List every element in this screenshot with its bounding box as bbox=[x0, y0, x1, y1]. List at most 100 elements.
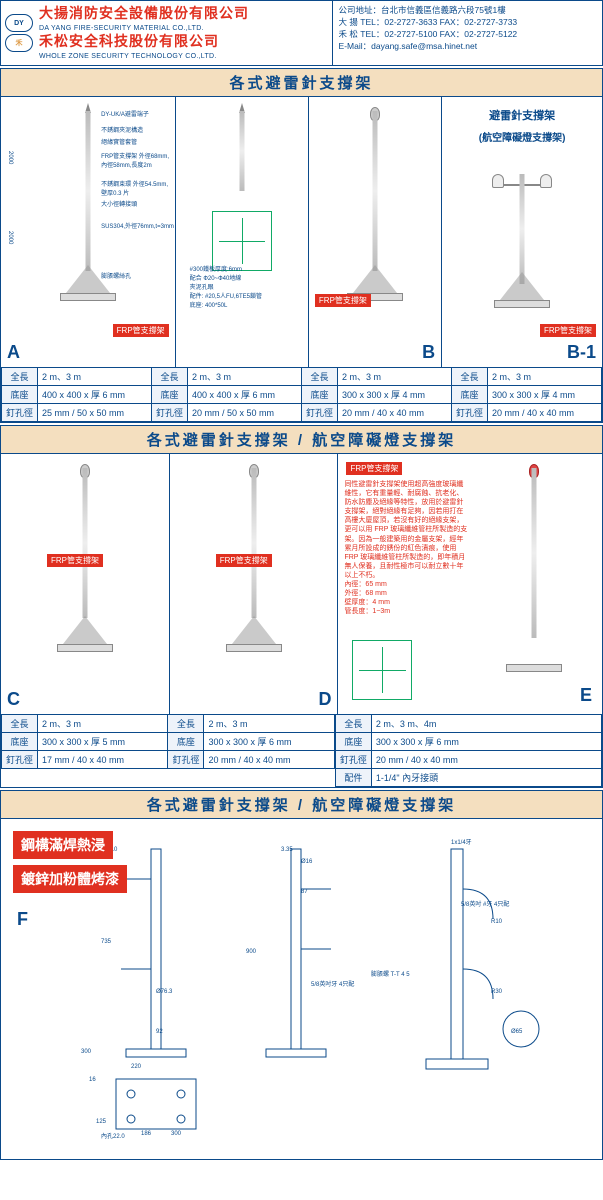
t1-r1-d: 300 x 300 x 厚 4 mm bbox=[488, 386, 602, 404]
tel2: 禾 松 TEL：02-2727-5100 FAX：02-2727-5122 bbox=[339, 29, 596, 41]
badge-e: FRP管支撐架 bbox=[346, 462, 402, 475]
badge-c: FRP管支撐架 bbox=[47, 554, 103, 567]
model-b-label: B bbox=[422, 342, 435, 363]
t1-r1-b: 400 x 400 x 厚 6 mm bbox=[188, 386, 302, 404]
t1-r2-h2: 釘孔徑 bbox=[152, 404, 188, 422]
anno-a5: 不銹鋼束環 外徑54.5mm, 壁厚0.3 片 bbox=[101, 179, 171, 197]
t1-r2-h3: 釘孔徑 bbox=[302, 404, 338, 422]
tcd-r1-h: 底座 bbox=[2, 733, 38, 751]
b1-sub2: (航空障礙燈支撐架) bbox=[446, 129, 598, 144]
t1-r1-h: 底座 bbox=[2, 386, 38, 404]
anno-a6: 大小徑轉接頭 bbox=[101, 199, 137, 208]
drawing-plan: #300鐵板厚度:6mm 配合 Ф20~Ф40地線 夾泥孔眼 配件: #20,5… bbox=[176, 97, 309, 367]
spec-table-cd: 全長 2 m、3 m 全長 2 m、3 m 底座 300 x 300 x 厚 5… bbox=[1, 714, 335, 769]
dim-d21: 1x1/4牙 bbox=[451, 837, 472, 846]
feature-2: 鍍鋅加粉體烤漆 bbox=[13, 865, 127, 893]
t1-r0-h2: 全長 bbox=[152, 368, 188, 386]
te-r0-v: 2 m、3 m、4m bbox=[371, 715, 601, 733]
tcd-r0-h: 全長 bbox=[2, 715, 38, 733]
t1-r1-h2: 底座 bbox=[152, 386, 188, 404]
address: 公司地址：台北市信義區信義路六段75號1樓 bbox=[339, 5, 596, 17]
dim-d22: 5/8英吋 #牙 4只配 bbox=[461, 899, 511, 908]
dim-2000b: 2000 bbox=[7, 231, 13, 244]
model-f-label: F bbox=[17, 909, 123, 930]
model-e-label: E bbox=[580, 685, 592, 706]
t1-r0-d: 2 m、3 m bbox=[488, 368, 602, 386]
dim-d14: 87 bbox=[301, 889, 308, 895]
tel1: 大 揚 TEL：02-2727-3633 FAX：02-2727-3733 bbox=[339, 17, 596, 29]
tcd-r1-c: 300 x 300 x 厚 5 mm bbox=[38, 733, 168, 751]
te-r2-v: 20 mm / 40 x 40 mm bbox=[371, 751, 601, 769]
dim-d5: 92 bbox=[156, 1029, 163, 1035]
tcd-r1-d: 300 x 300 x 厚 6 mm bbox=[204, 733, 334, 751]
tcd-r2-c: 17 mm / 40 x 40 mm bbox=[38, 751, 168, 769]
t1-r0-a: 2 m、3 m bbox=[38, 368, 152, 386]
drawing-c: FRP管支撐架 C bbox=[1, 454, 170, 714]
spec-table-1: 全長 2 m、3 m 全長 2 m、3 m 全長 2 m、3 m 全長 2 m、… bbox=[1, 367, 602, 422]
drawing-d: FRP管支撐架 D bbox=[170, 454, 339, 714]
drawing-a: DY-UK/A避雷端子 不銹鋼夾泥構造 絕緣實管套管 FRP管支撐架 外徑68m… bbox=[1, 97, 176, 367]
drawing-b1: 避雷針支撐架 (航空障礙燈支撐架) FRP管支撐架 B-1 bbox=[442, 97, 602, 367]
dim-d7: 16 bbox=[89, 1077, 96, 1083]
model-b1-label: B-1 bbox=[567, 342, 596, 363]
t1-r0-c: 2 m、3 m bbox=[338, 368, 452, 386]
te-r1-v: 300 x 300 x 厚 6 mm bbox=[371, 733, 601, 751]
dim-d15: Ø16 bbox=[301, 859, 312, 865]
header-contact: 公司地址：台北市信義區信義路六段75號1樓 大 揚 TEL：02-2727-36… bbox=[332, 1, 602, 65]
t1-r2-a: 25 mm / 50 x 50 mm bbox=[38, 404, 152, 422]
te-r1-h: 底座 bbox=[335, 733, 371, 751]
dim-d11: 186 bbox=[141, 1131, 151, 1137]
header-left: DY 禾 大揚消防安全設備股份有限公司 DA YANG FIRE-SECURIT… bbox=[1, 1, 332, 65]
tcd-r1-h2: 底座 bbox=[168, 733, 204, 751]
t1-r2-h: 釘孔徑 bbox=[2, 404, 38, 422]
tcd-r0-c: 2 m、3 m bbox=[38, 715, 168, 733]
company1-cn: 大揚消防安全設備股份有限公司 bbox=[39, 5, 249, 21]
dim-d12: 300 bbox=[171, 1131, 181, 1137]
t1-r0-h: 全長 bbox=[2, 368, 38, 386]
tcd-r0-h2: 全長 bbox=[168, 715, 204, 733]
dim-d18: R10 bbox=[491, 919, 502, 925]
section-3: 各式避雷針支撐架 / 航空障礙燈支撐架 鋼構滿焊熱浸 鍍鋅加粉體烤漆 F bbox=[0, 790, 603, 1160]
dim-d8: 220 bbox=[131, 1064, 141, 1070]
t1-r2-b: 20 mm / 50 x 50 mm bbox=[188, 404, 302, 422]
badge-a: FRP管支撐架 bbox=[113, 324, 169, 337]
dim-d17: 5/8英吋牙 4只配 bbox=[311, 979, 361, 988]
plan-note: #300鐵板厚度:6mm 配合 Ф20~Ф40地線 夾泥孔眼 配件: #20,5… bbox=[190, 264, 300, 309]
model-d-label: D bbox=[318, 689, 331, 710]
dim-d4: Ø76.3 bbox=[156, 989, 172, 995]
tcd-r2-h: 釘孔徑 bbox=[2, 751, 38, 769]
t1-r0-h3: 全長 bbox=[302, 368, 338, 386]
spec-table-e: 全長2 m、3 m、4m 底座300 x 300 x 厚 6 mm 釘孔徑20 … bbox=[335, 714, 602, 787]
company-header: DY 禾 大揚消防安全設備股份有限公司 DA YANG FIRE-SECURIT… bbox=[0, 0, 603, 66]
logo-dy: DY bbox=[5, 14, 33, 32]
section-2: 各式避雷針支撐架 / 航空障礙燈支撐架 FRP管支撐架 C bbox=[0, 425, 603, 788]
model-c-label: C bbox=[7, 689, 20, 710]
dim-2000a: 2000 bbox=[7, 151, 13, 164]
drawing-b: FRP管支撐架 B bbox=[309, 97, 442, 367]
anno-a1: DY-UK/A避雷端子 bbox=[101, 109, 149, 118]
badge-b1: FRP管支撐架 bbox=[540, 324, 596, 337]
t1-r0-b: 2 m、3 m bbox=[188, 368, 302, 386]
company2-en: WHOLE ZONE SECURITY TECHNOLOGY CO.,LTD. bbox=[39, 53, 217, 60]
feature-1: 鋼構滿焊熱浸 bbox=[13, 831, 113, 859]
dim-d20: Ø65 bbox=[511, 1029, 522, 1035]
b1-sub1: 避雷針支撐架 bbox=[446, 107, 598, 123]
dim-d23: 膨脹螺 T-T 4 5 bbox=[371, 969, 411, 978]
t1-r1-a: 400 x 400 x 厚 6 mm bbox=[38, 386, 152, 404]
t1-r1-h4: 底座 bbox=[452, 386, 488, 404]
te-r3-v: 1-1/4" 內牙接頭 bbox=[371, 769, 601, 787]
anno-a3: 絕緣實管套管 bbox=[101, 137, 137, 146]
anno-a7: SUS304,外徑76mm,t=3mm bbox=[101, 221, 181, 230]
t1-r2-d: 20 mm / 40 x 40 mm bbox=[488, 404, 602, 422]
tcd-r0-d: 2 m、3 m bbox=[204, 715, 334, 733]
dim-d13: 3.35 bbox=[281, 847, 293, 853]
section1-title: 各式避雷針支撐架 bbox=[1, 69, 602, 97]
section3-title: 各式避雷針支撐架 / 航空障礙燈支撐架 bbox=[1, 791, 602, 819]
te-r2-h: 釘孔徑 bbox=[335, 751, 371, 769]
tcd-r2-h2: 釘孔徑 bbox=[168, 751, 204, 769]
section2-title: 各式避雷針支撐架 / 航空障礙燈支撐架 bbox=[1, 426, 602, 454]
company1-en: DA YANG FIRE-SECURITY MATERIAL CO.,LTD. bbox=[39, 25, 204, 32]
badge-b: FRP管支撐架 bbox=[315, 294, 371, 307]
anno-a4: FRP管支撐架 外徑68mm,內徑58mm,長度2m bbox=[101, 151, 171, 169]
logo-wz: 禾 bbox=[5, 34, 33, 52]
